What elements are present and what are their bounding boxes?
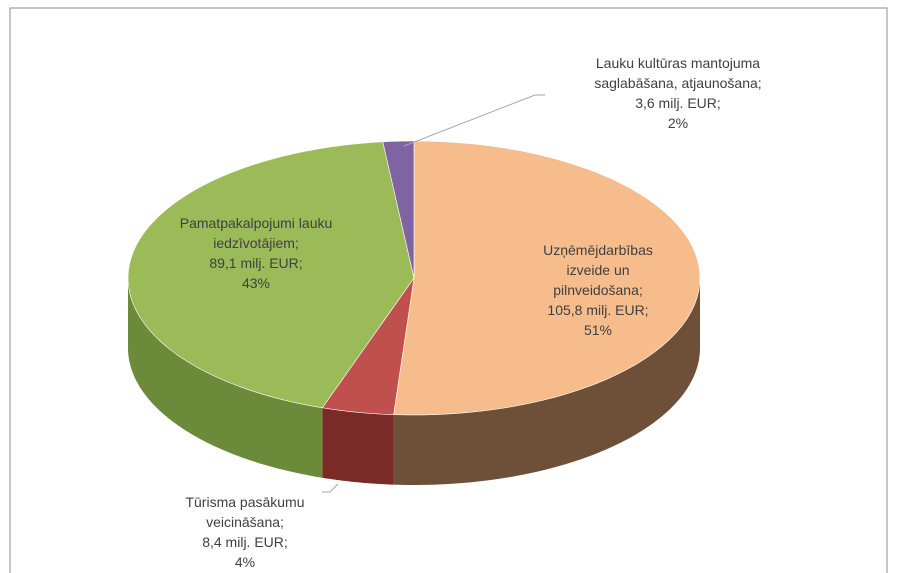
- leader-line: [322, 483, 339, 493]
- data-label: Lauku kultūras mantojuma saglabāšana, at…: [563, 53, 793, 133]
- slice: [393, 140, 701, 416]
- slice: [321, 277, 415, 415]
- slice-value: 51%: [583, 322, 613, 338]
- frame: [9, 7, 888, 573]
- slice: [382, 140, 415, 279]
- slice-name: Uzņēmējdarbības izveide un pilnveidošana…: [543, 242, 653, 298]
- slice-value: 3,6 milj. EUR;: [635, 95, 721, 111]
- slice-value: 43%: [241, 275, 271, 291]
- data-label: Tūrisma pasākumu veicināšana; 8,4 milj. E…: [160, 492, 330, 572]
- slice-name: Lauku kultūras mantojuma saglabāšana, at…: [594, 55, 762, 91]
- slice-name: Pamatpakalpojumi lauku iedzīvotājiem;: [179, 215, 333, 251]
- slice-name: Tūrisma pasākumu veicināšana;: [185, 494, 305, 530]
- slice-value: 2%: [667, 115, 689, 131]
- leader-line: [403, 94, 545, 147]
- slice-side: [128, 278, 323, 478]
- slice-value: 105,8 milj. EUR;: [547, 302, 649, 318]
- slice-side: [322, 407, 394, 485]
- data-label: Uzņēmējdarbības izveide un pilnveidošana…: [523, 240, 673, 340]
- slice-value: 8,4 milj. EUR;: [202, 534, 288, 550]
- slice-side: [393, 278, 700, 485]
- slice: [127, 141, 415, 409]
- slice-value: 89,1 milj. EUR;: [209, 255, 303, 271]
- data-label: Pamatpakalpojumi lauku iedzīvotājiem; 89,…: [171, 213, 341, 293]
- slice-value: 4%: [234, 554, 256, 570]
